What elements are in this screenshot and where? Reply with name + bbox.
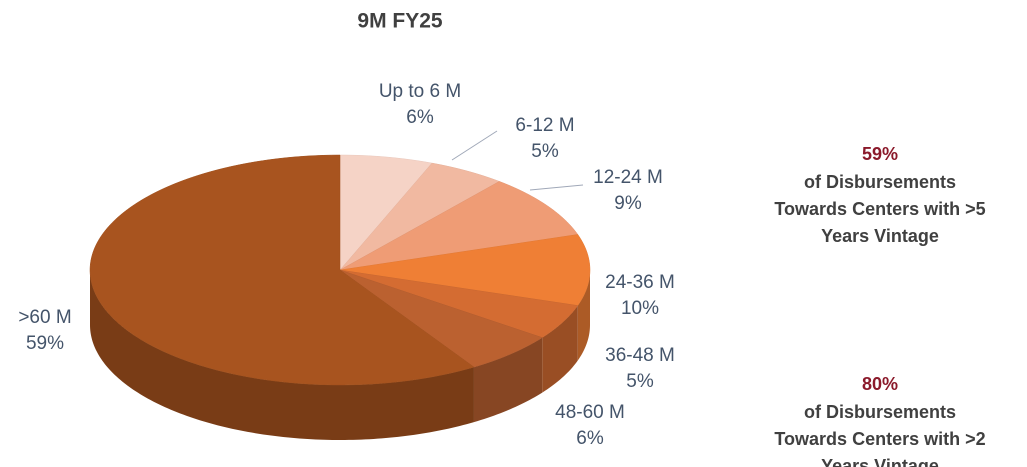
category-label: >60 M — [18, 307, 71, 328]
annotation-value: 59% — [862, 144, 898, 164]
annotation-value: 80% — [862, 374, 898, 394]
category-label: 36-48 M — [605, 345, 675, 366]
value-label: 9% — [614, 193, 642, 214]
leader-line — [529, 184, 584, 191]
value-label: 6% — [406, 107, 434, 128]
category-label: 24-36 M — [605, 272, 675, 293]
chart-title: 9M FY25 — [357, 10, 443, 33]
pie-side — [473, 337, 543, 423]
value-label: 5% — [626, 371, 654, 392]
leader-line — [451, 130, 498, 161]
pie-side — [542, 305, 578, 393]
value-label: 59% — [26, 333, 64, 354]
annotation-text: Years Vintage — [821, 456, 939, 467]
pie-slice — [339, 154, 433, 271]
category-label: 6-12 M — [515, 115, 574, 136]
annotation-text: of Disbursements — [804, 172, 956, 192]
pie-slice — [89, 154, 475, 386]
value-label: 5% — [531, 141, 559, 162]
pie-slice — [339, 269, 579, 338]
pie-slice — [339, 234, 591, 306]
pie-side — [90, 270, 474, 440]
annotation-text: of Disbursements — [804, 402, 956, 422]
pie-slice — [339, 162, 500, 271]
pie-side — [577, 270, 590, 361]
value-label: 10% — [621, 298, 659, 319]
annotation-text: Towards Centers with >2 — [774, 429, 985, 449]
category-label: 48-60 M — [555, 402, 625, 423]
category-label: Up to 6 M — [379, 81, 461, 102]
annotation-text: Towards Centers with >5 — [774, 199, 985, 219]
pie-slice — [339, 269, 543, 368]
pie-slice — [339, 181, 579, 271]
annotation-text: Years Vintage — [821, 226, 939, 246]
category-label: 12-24 M — [593, 167, 663, 188]
value-label: 6% — [576, 428, 604, 449]
